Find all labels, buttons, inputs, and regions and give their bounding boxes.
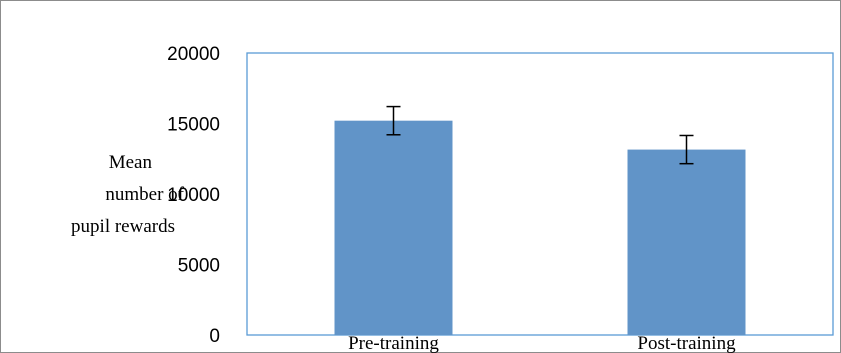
x-tick-label: Post-training [637, 333, 736, 353]
bar-pre-training [334, 120, 453, 336]
y-tick-label: 10000 [167, 185, 220, 206]
bar-series [334, 120, 746, 336]
error-bar [679, 134, 694, 165]
y-axis-title: Mean number of pupil rewards [71, 152, 185, 237]
x-tick-label: Pre-training [348, 333, 439, 353]
x-axis: Pre-training Post-training [348, 333, 736, 353]
error-bar [386, 105, 401, 136]
y-tick-label: 0 [209, 326, 220, 347]
y-tick-label: 5000 [178, 256, 220, 277]
plot-area [246, 52, 834, 336]
y-axis: 0 5000 10000 15000 20000 [167, 44, 220, 347]
y-tick-label: 20000 [167, 44, 220, 65]
bar-post-training [627, 149, 746, 335]
y-tick-label: 15000 [167, 115, 220, 136]
error-bars [386, 105, 694, 165]
